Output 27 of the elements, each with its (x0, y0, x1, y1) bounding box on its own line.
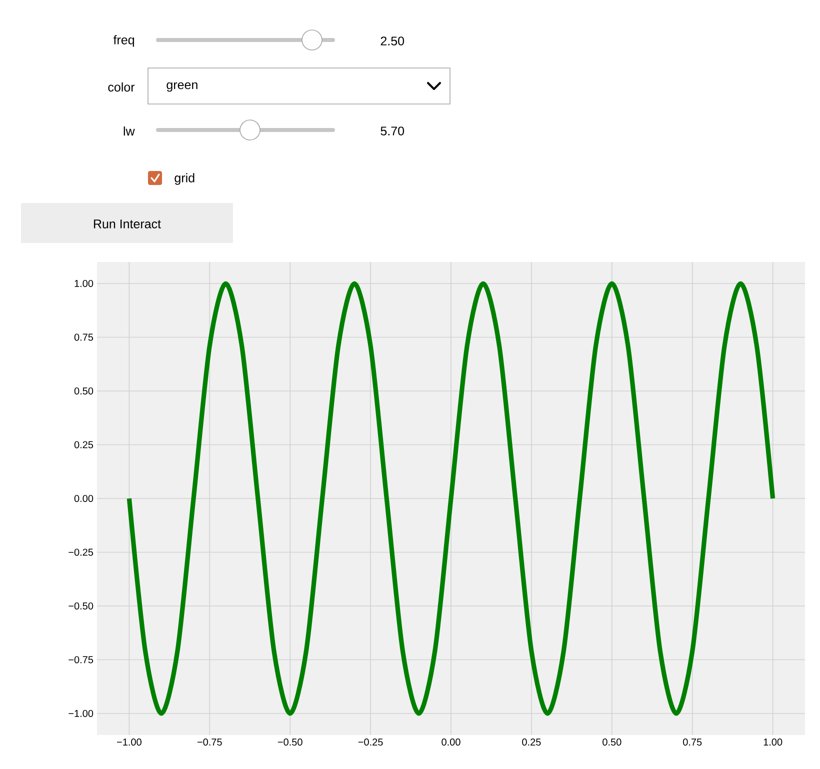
text: Run Interact (94, 220, 161, 228)
x-tick-label: −0.75 (197, 738, 222, 746)
text: 2.50 (380, 36, 404, 46)
text: grid (174, 173, 194, 185)
y-tick-label: 0.00 (74, 494, 94, 502)
y-tick-label: 0.50 (74, 387, 94, 395)
text: green (166, 82, 198, 92)
x-tick-label: 0.00 (442, 738, 460, 746)
y-tick-label: −0.75 (68, 656, 94, 664)
text: freq (113, 35, 134, 47)
line-series (126, 281, 776, 716)
text: 5.70 (380, 126, 404, 136)
x-tick-label: 1.00 (764, 738, 782, 746)
x-tick-label: −0.25 (358, 738, 383, 746)
x-tick-label: 0.75 (683, 738, 702, 746)
y-tick-label: 0.75 (74, 334, 94, 341)
y-tick-label: 0.25 (74, 441, 94, 448)
y-tick-label: −0.50 (68, 602, 94, 610)
x-tick-label: −1.00 (117, 738, 142, 746)
y-tick-label: −1.00 (68, 710, 94, 718)
x-tick-label: 0.25 (522, 738, 541, 746)
y-tick-label: −0.25 (68, 548, 94, 556)
y-tick-label: 1.00 (74, 280, 94, 288)
x-tick-label: −0.50 (278, 738, 302, 746)
text: lw (124, 126, 135, 136)
text: color (108, 82, 135, 92)
x-tick-label: 0.50 (602, 738, 622, 746)
